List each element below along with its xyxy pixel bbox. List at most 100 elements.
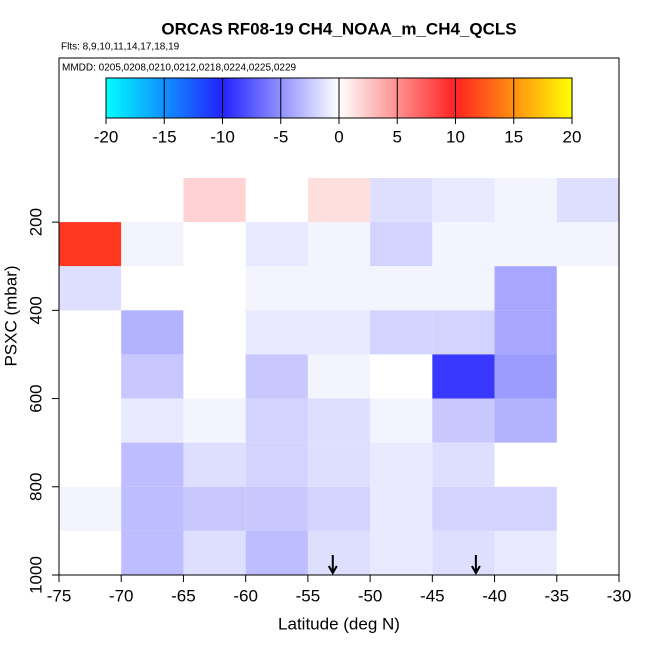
- heat-cell: [370, 442, 433, 487]
- colorbar-step: [250, 78, 254, 118]
- heat-cell: [121, 222, 184, 267]
- heat-cell: [183, 530, 246, 575]
- colorbar-step: [399, 78, 403, 118]
- colorbar-step: [269, 78, 272, 118]
- heat-cell: [59, 222, 122, 267]
- colorbar-step: [210, 78, 214, 118]
- colorbar-step: [350, 78, 354, 118]
- colorbar-step: [464, 78, 468, 118]
- colorbar-tick-label: -10: [210, 127, 235, 146]
- colorbar-step: [406, 78, 410, 118]
- colorbar-step: [271, 78, 275, 118]
- colorbar-step: [238, 78, 242, 118]
- heat-cell: [370, 266, 433, 311]
- colorbar-step: [446, 78, 450, 118]
- heat-cell: [307, 222, 371, 267]
- colorbar-tick-label: -5: [273, 127, 288, 146]
- colorbar-step: [362, 78, 366, 118]
- heat-cell: [307, 398, 371, 443]
- x-tick-label: -70: [109, 586, 134, 605]
- colorbar-step: [427, 78, 431, 118]
- colorbar-step: [325, 78, 328, 118]
- colorbar-step: [159, 78, 163, 118]
- heat-cell: [183, 222, 246, 267]
- colorbar-step: [392, 78, 396, 118]
- colorbar-step: [192, 78, 196, 118]
- colorbar-step: [404, 78, 408, 118]
- annotation: MMDD: 0205,0208,0210,0212,0218,0224,0225…: [62, 63, 297, 74]
- colorbar-step: [527, 78, 531, 118]
- colorbar-step: [562, 78, 566, 118]
- colorbar-step: [173, 78, 177, 118]
- colorbar-step: [373, 78, 377, 118]
- arrow: [327, 555, 338, 576]
- colorbar-step: [215, 78, 219, 118]
- heat-cell: [494, 266, 557, 311]
- colorbar-step: [434, 78, 438, 118]
- colorbar-step: [182, 78, 186, 118]
- colorbar-step: [448, 78, 452, 118]
- colorbar-step: [315, 78, 319, 118]
- heat-cell: [432, 354, 495, 399]
- colorbar-tick-label: 5: [393, 127, 402, 146]
- colorbar-step: [187, 78, 191, 118]
- colorbar-step: [565, 78, 568, 118]
- colorbar-step: [290, 78, 293, 118]
- colorbar-step: [509, 78, 512, 118]
- colorbar-step: [234, 78, 237, 118]
- colorbar-step: [292, 78, 296, 118]
- colorbar-step: [336, 78, 340, 118]
- colorbar-step: [157, 78, 161, 118]
- heat-cell: [245, 310, 308, 355]
- colorbar-step: [378, 78, 382, 118]
- colorbar-step: [345, 78, 349, 118]
- colorbar-step: [518, 78, 522, 118]
- subtitle: Flts: 8,9,10,11,14,17,18,19: [61, 42, 180, 53]
- colorbar-step: [471, 78, 475, 118]
- colorbar-step: [411, 78, 415, 118]
- colorbar-step: [462, 78, 466, 118]
- colorbar-step: [408, 78, 412, 118]
- x-tick-label: -35: [544, 586, 569, 605]
- colorbar-step: [161, 78, 165, 118]
- colorbar-step: [460, 78, 463, 118]
- colorbar-step: [560, 78, 564, 118]
- colorbar-step: [397, 78, 401, 118]
- colorbar-step: [124, 78, 128, 118]
- colorbar-step: [164, 78, 168, 118]
- colorbar-step: [110, 78, 114, 118]
- colorbar-step: [457, 78, 461, 118]
- colorbar-step: [359, 78, 363, 118]
- colorbar-step: [278, 78, 282, 118]
- x-tick-label: -50: [358, 586, 383, 605]
- heat-cell: [307, 486, 371, 531]
- colorbar-tick-label: 10: [446, 127, 465, 146]
- colorbar-step: [383, 78, 387, 118]
- colorbar-step: [481, 78, 484, 118]
- colorbar-step: [106, 78, 109, 118]
- colorbar-step: [476, 78, 480, 118]
- heat-cell: [121, 486, 184, 531]
- chart-title: ORCAS RF08-19 CH4_NOAA_m_CH4_QCLS: [161, 19, 516, 38]
- colorbar-step: [255, 78, 258, 118]
- colorbar-tick-label: 15: [504, 127, 523, 146]
- heat-cell: [432, 177, 495, 223]
- colorbar-step: [283, 78, 286, 118]
- colorbar-step: [450, 78, 454, 118]
- colorbar-step: [264, 78, 268, 118]
- colorbar-step: [178, 78, 182, 118]
- x-tick-label: -75: [47, 586, 72, 605]
- heat-cell: [121, 310, 184, 355]
- colorbar-step: [175, 78, 179, 118]
- heat-cell: [494, 486, 557, 531]
- colorbar-step: [366, 78, 370, 118]
- colorbar-step: [262, 78, 265, 118]
- x-tick-label: -60: [233, 586, 258, 605]
- colorbar-step: [154, 78, 158, 118]
- colorbar-step: [364, 78, 368, 118]
- colorbar-tick-label: 0: [334, 127, 343, 146]
- colorbar-step: [220, 78, 223, 118]
- colorbar-tick-label: 20: [563, 127, 582, 146]
- colorbar-step: [108, 78, 112, 118]
- colorbar-step: [523, 78, 526, 118]
